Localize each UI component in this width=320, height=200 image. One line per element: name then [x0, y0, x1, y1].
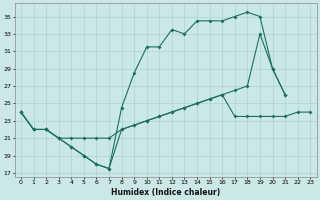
X-axis label: Humidex (Indice chaleur): Humidex (Indice chaleur) — [111, 188, 220, 197]
